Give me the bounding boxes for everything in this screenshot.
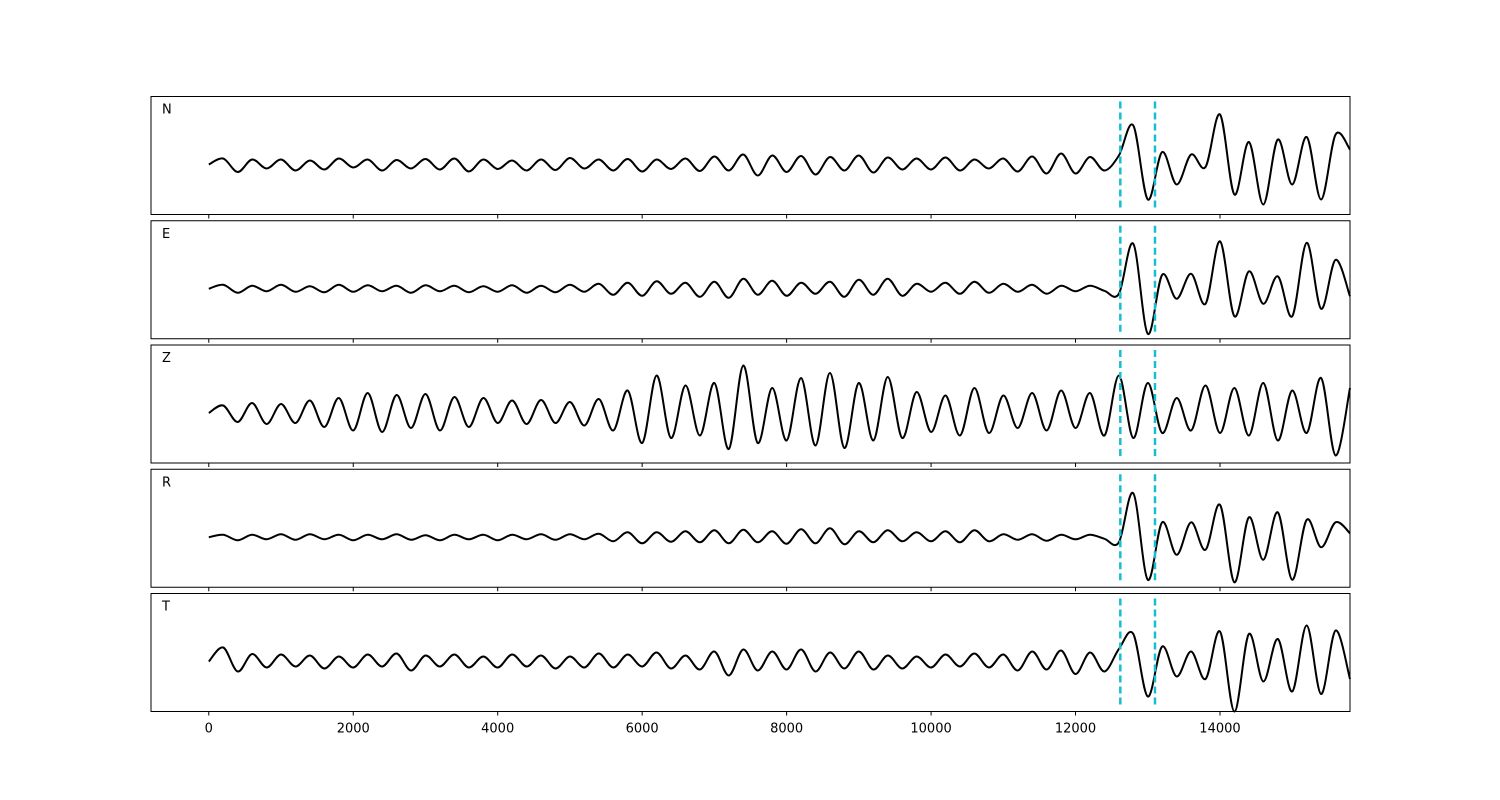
x-tick-label: 12000 — [1055, 722, 1096, 737]
panel-label: R — [162, 475, 171, 490]
panel-label: T — [161, 600, 170, 615]
panel-n: N — [150, 96, 1351, 219]
x-tick-label: 10000 — [910, 722, 951, 737]
x-tick-label: 6000 — [626, 722, 659, 737]
trace-r — [208, 492, 1351, 584]
panel-z: Z — [150, 344, 1351, 467]
trace-e — [208, 240, 1351, 335]
panel-e: E — [150, 220, 1351, 343]
x-tick-label: 0 — [205, 722, 213, 737]
panel-frame — [150, 344, 1351, 464]
trace-n — [208, 113, 1351, 206]
panel-frame — [150, 220, 1351, 340]
x-tick-label: 14000 — [1199, 722, 1240, 737]
panel-frame — [150, 96, 1351, 215]
panel-r: R — [150, 468, 1351, 592]
panel-frame — [150, 593, 1351, 712]
panel-label: Z — [162, 351, 171, 366]
panel-frame — [150, 468, 1351, 588]
trace-z — [208, 364, 1351, 457]
panel-t: T — [150, 593, 1351, 716]
trace-t — [208, 624, 1351, 713]
x-axis: 0 2000 4000 6000 8000 10000 12000 14000 — [205, 722, 1241, 737]
x-tick-label: 2000 — [337, 722, 370, 737]
panel-label: N — [162, 103, 172, 118]
x-tick-label: 4000 — [481, 722, 514, 737]
panel-stack: N E Z R T — [150, 96, 1351, 716]
panel-label: E — [162, 227, 170, 242]
x-tick-label: 8000 — [770, 722, 803, 737]
